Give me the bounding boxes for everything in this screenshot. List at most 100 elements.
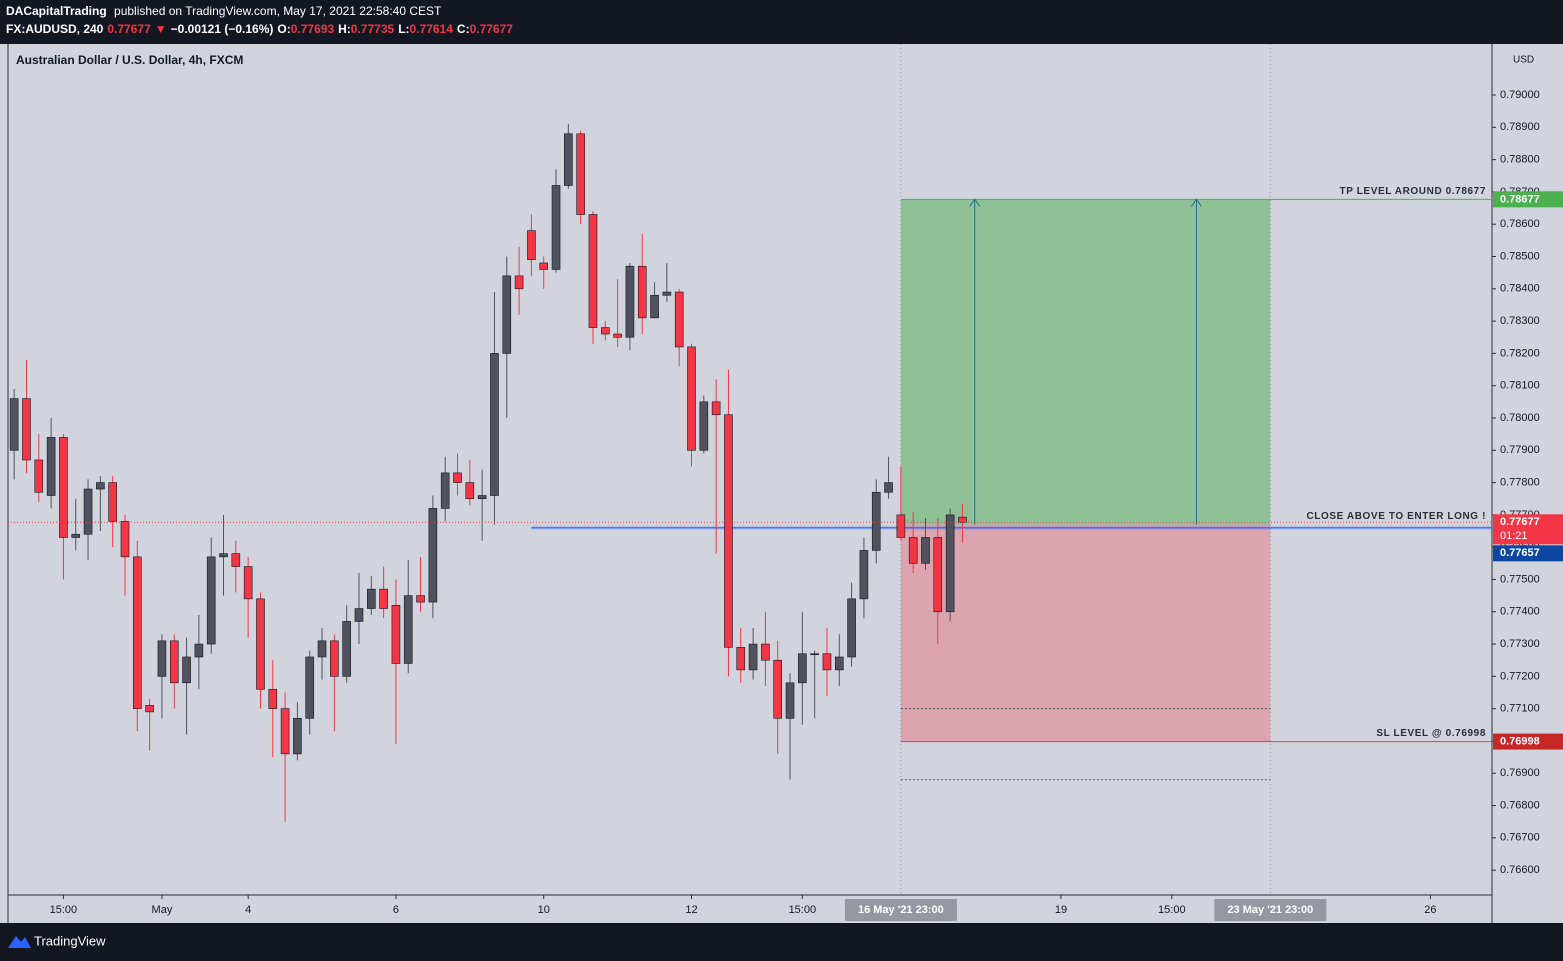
candle-body	[453, 472, 462, 483]
symbol-part: H:	[338, 22, 351, 36]
candle-body	[9, 398, 19, 451]
candle-body	[157, 640, 167, 677]
price-tag	[1493, 545, 1563, 562]
symbol-part: 0.77614	[410, 22, 454, 36]
candle-body	[773, 659, 783, 719]
candle-body	[564, 133, 573, 186]
candle-body	[613, 333, 622, 338]
publish-line: DACapitalTrading published on TradingVie…	[6, 4, 442, 18]
candle-body	[871, 491, 881, 551]
symbol-part: O:	[277, 22, 290, 36]
candle-body	[588, 214, 598, 328]
symbol-part: ▼	[155, 22, 167, 36]
candle-body	[379, 588, 388, 609]
candle-body	[194, 643, 204, 658]
candle-body	[662, 291, 672, 296]
y-tick-label: 0.77200	[1500, 670, 1540, 682]
candle-body	[477, 495, 487, 500]
candle-body	[859, 550, 869, 600]
candle-body	[834, 656, 844, 671]
candle-body	[440, 472, 450, 509]
candle-body	[256, 598, 265, 690]
symbol-part: −0.00121 (−0.16%)	[171, 22, 274, 36]
candle-body	[403, 595, 413, 664]
candle-body	[243, 566, 253, 600]
candle-body	[822, 653, 832, 671]
price-tag	[1493, 191, 1563, 208]
price-tag-label: 0.76998	[1500, 736, 1540, 748]
x-tick-label: 15:00	[50, 904, 78, 916]
candle-body	[761, 643, 770, 661]
candle-body	[145, 705, 154, 713]
published-info: published on TradingView.com, May 17, 20…	[114, 4, 442, 18]
currency-label: USD	[1513, 55, 1534, 66]
time-highlight	[844, 899, 957, 921]
candle-body	[206, 556, 216, 645]
price-countdown: 01:21	[1500, 530, 1528, 542]
candle-body	[748, 643, 758, 671]
candle-body	[293, 718, 302, 755]
y-tick-label: 0.79000	[1500, 89, 1540, 101]
candle-body	[650, 294, 659, 319]
y-tick-label: 0.78500	[1500, 250, 1540, 262]
candle-body	[711, 401, 721, 416]
candle-body	[785, 682, 795, 719]
candle-body	[699, 401, 709, 451]
y-tick-label: 0.78800	[1500, 154, 1540, 166]
candle-body	[958, 516, 967, 523]
candle-body	[120, 521, 130, 558]
x-tick-label: 12	[685, 904, 697, 916]
y-tick-label: 0.77800	[1500, 476, 1540, 488]
symbol-part: 0.77735	[351, 22, 395, 36]
candle-body	[231, 553, 241, 567]
x-tick-label: 4	[245, 904, 251, 916]
candle-body	[96, 482, 105, 490]
candle-body	[59, 437, 68, 538]
candle-body	[847, 598, 856, 658]
candle-body	[46, 437, 56, 496]
candle-body	[551, 185, 561, 270]
symbol-part: 0.77677	[470, 22, 514, 36]
time-highlight-label: 23 May '21 23:00	[1227, 904, 1313, 916]
loss-zone	[900, 524, 1271, 742]
candle-body	[182, 656, 191, 684]
candle-body	[268, 688, 278, 709]
symbol-part: C:	[457, 22, 470, 36]
x-tick-label: 15:00	[789, 904, 817, 916]
candle-body	[637, 265, 647, 319]
price-tag-label: 0.77677	[1500, 516, 1540, 528]
y-tick-label: 0.76800	[1500, 799, 1540, 811]
y-tick-label: 0.78000	[1500, 412, 1540, 424]
symbol-part: 0.77677	[107, 22, 151, 36]
candle-body	[724, 414, 733, 648]
y-tick-label: 0.78300	[1500, 315, 1540, 327]
annotation: CLOSE ABOVE TO ENTER LONG !	[1306, 511, 1486, 522]
x-tick-label: 26	[1424, 904, 1436, 916]
candle-body	[428, 508, 438, 603]
arrow-head	[969, 198, 981, 207]
candle-body	[416, 595, 425, 603]
candle-body	[367, 588, 376, 609]
y-tick-label: 0.77900	[1500, 444, 1540, 456]
candle-body	[465, 482, 475, 500]
candle-body	[108, 482, 117, 522]
y-tick-label: 0.77300	[1500, 638, 1540, 650]
candle-body	[34, 459, 44, 493]
candle-body	[169, 640, 179, 684]
candle-body	[502, 275, 512, 354]
chart-background	[0, 44, 1563, 923]
candle-body	[600, 327, 610, 335]
x-tick-label: 10	[538, 904, 550, 916]
annotation: SL LEVEL @ 0.76998	[1376, 728, 1486, 739]
candle-body	[810, 653, 819, 656]
candle-body	[945, 514, 955, 613]
candle-body	[514, 275, 524, 290]
candle-body	[908, 537, 918, 564]
candle-body	[305, 656, 315, 719]
price-tag	[1493, 733, 1563, 750]
y-tick-label: 0.77100	[1500, 703, 1540, 715]
price-tag-label: 0.78677	[1500, 193, 1540, 205]
candle-body	[527, 230, 536, 261]
y-tick-label: 0.77500	[1500, 573, 1540, 585]
